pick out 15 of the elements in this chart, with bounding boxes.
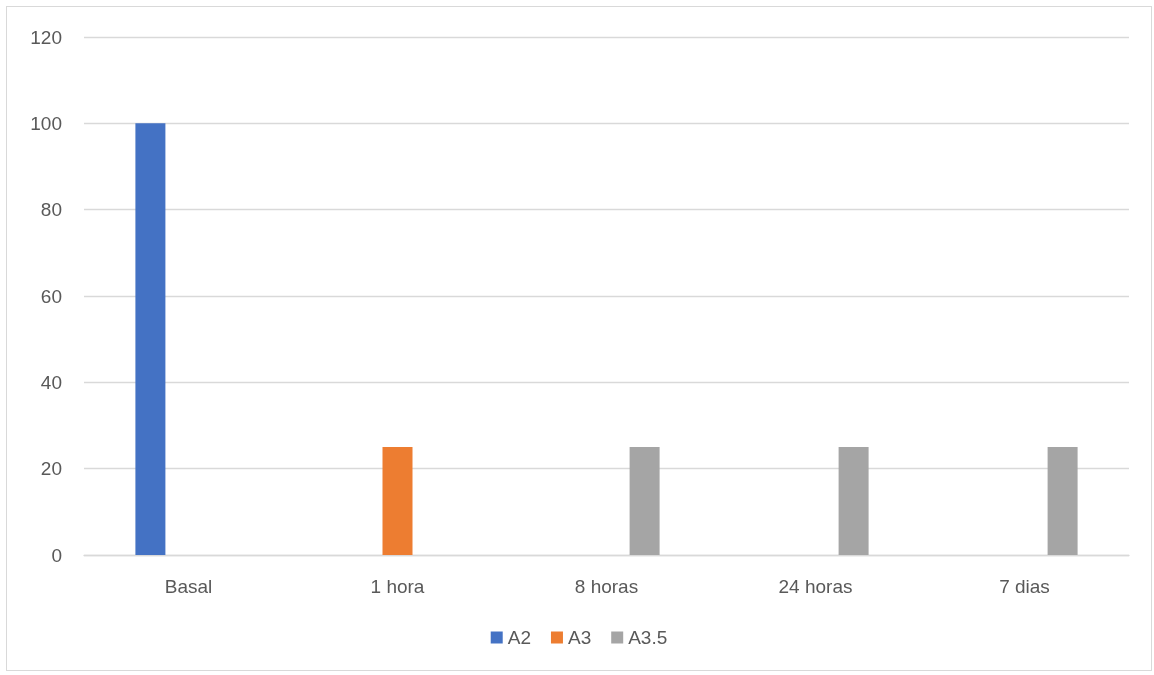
legend-label: A2 [507,627,531,648]
y-tick-label: 120 [30,26,62,48]
x-tick-label: 8 horas [574,576,639,597]
x-tick-label: Basal [164,576,213,597]
y-tick-label: 0 [51,544,62,566]
y-tick-label: 40 [40,371,62,393]
legend-label: A3.5 [628,627,668,648]
x-tick-label: 1 hora [370,576,425,597]
x-tick-label: 7 dias [999,576,1050,597]
y-tick-label: 80 [40,199,62,221]
y-tick-label: 100 [30,112,62,134]
y-tick-label: 60 [40,285,62,307]
x-tick-label: 24 horas [778,576,853,597]
legend-label: A3 [567,627,592,648]
y-tick-label: 20 [40,458,62,480]
